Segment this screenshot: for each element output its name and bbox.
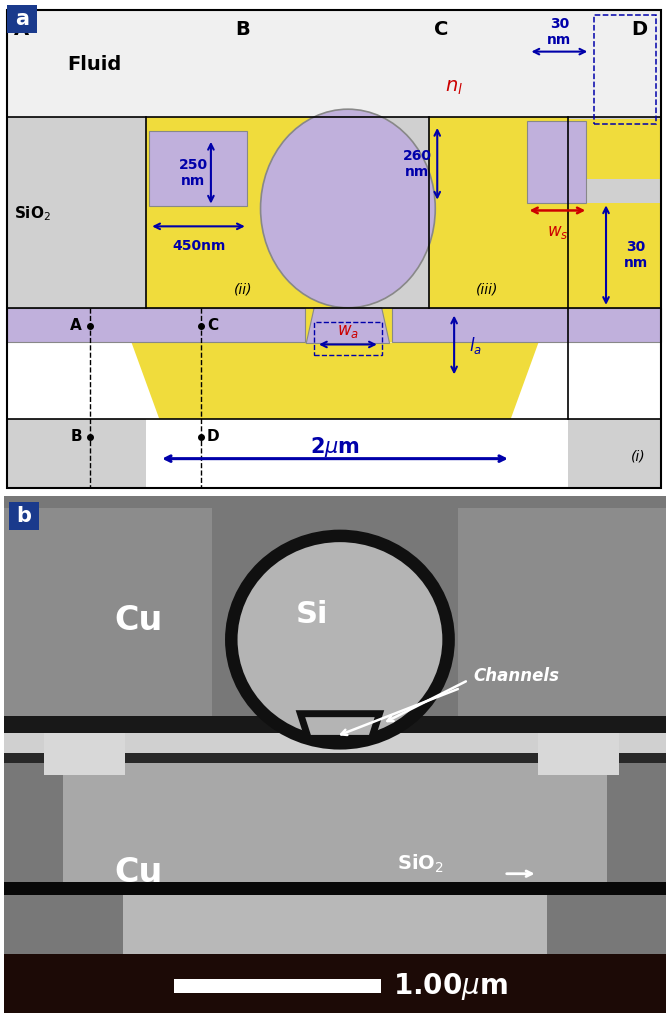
Bar <box>568 120 661 178</box>
Text: (ii): (ii) <box>233 283 252 297</box>
Bar <box>4 715 666 733</box>
Bar <box>4 733 666 754</box>
Bar <box>568 203 661 308</box>
Text: 1.00$\mu$m: 1.00$\mu$m <box>393 970 508 1002</box>
Text: Cu: Cu <box>115 856 163 888</box>
Bar <box>4 881 666 895</box>
Text: 250
nm: 250 nm <box>178 158 208 187</box>
Text: $n_l$: $n_l$ <box>445 78 463 97</box>
Ellipse shape <box>231 536 449 744</box>
Text: SiO$_2$: SiO$_2$ <box>14 204 52 223</box>
Bar <box>537 733 618 775</box>
Bar <box>4 754 666 763</box>
Bar <box>568 419 661 488</box>
Text: a: a <box>15 9 29 28</box>
Bar <box>527 122 586 203</box>
Text: D: D <box>207 430 220 445</box>
Text: Fluid: Fluid <box>67 55 121 74</box>
Bar <box>429 118 568 308</box>
Polygon shape <box>7 308 306 342</box>
Bar <box>123 895 547 953</box>
Text: 30: 30 <box>549 17 569 30</box>
Text: $l_a$: $l_a$ <box>469 335 482 356</box>
Bar <box>4 496 666 509</box>
Bar <box>458 509 666 715</box>
Text: 30
nm: 30 nm <box>624 240 648 270</box>
Bar <box>4 509 212 715</box>
Text: Channels: Channels <box>473 668 559 685</box>
Bar <box>64 763 606 891</box>
Bar <box>174 980 381 993</box>
Polygon shape <box>391 308 661 342</box>
Text: $w_s$: $w_s$ <box>547 223 568 241</box>
Text: B: B <box>236 20 251 40</box>
Text: 260
nm: 260 nm <box>403 149 432 179</box>
Text: (i): (i) <box>630 450 645 464</box>
Bar <box>146 308 574 342</box>
Text: 450nm: 450nm <box>172 239 226 253</box>
Polygon shape <box>306 308 389 343</box>
FancyBboxPatch shape <box>9 502 39 530</box>
Text: nm: nm <box>547 32 572 47</box>
Text: b: b <box>16 506 31 526</box>
Polygon shape <box>131 342 539 419</box>
Text: Cu: Cu <box>115 604 163 637</box>
Polygon shape <box>300 714 379 738</box>
Bar <box>149 131 247 207</box>
Text: A: A <box>14 20 29 40</box>
Text: SiO$_2$: SiO$_2$ <box>397 853 444 875</box>
Text: Si: Si <box>295 600 328 629</box>
Bar <box>146 118 360 308</box>
Bar <box>44 733 125 775</box>
Text: B: B <box>70 430 82 445</box>
Text: A: A <box>70 318 82 333</box>
Text: D: D <box>632 20 648 40</box>
Bar <box>4 496 666 953</box>
Bar <box>4 953 666 1013</box>
Text: (iii): (iii) <box>476 283 498 297</box>
Bar <box>594 15 656 124</box>
Bar <box>314 322 382 356</box>
Text: $w_a$: $w_a$ <box>337 321 359 339</box>
Text: C: C <box>207 318 218 333</box>
FancyBboxPatch shape <box>7 5 37 32</box>
Bar <box>7 118 661 308</box>
Bar <box>7 10 661 118</box>
Text: 2$\mu$m: 2$\mu$m <box>310 435 360 459</box>
Ellipse shape <box>261 109 436 308</box>
Text: C: C <box>434 20 449 40</box>
Bar <box>7 419 146 488</box>
